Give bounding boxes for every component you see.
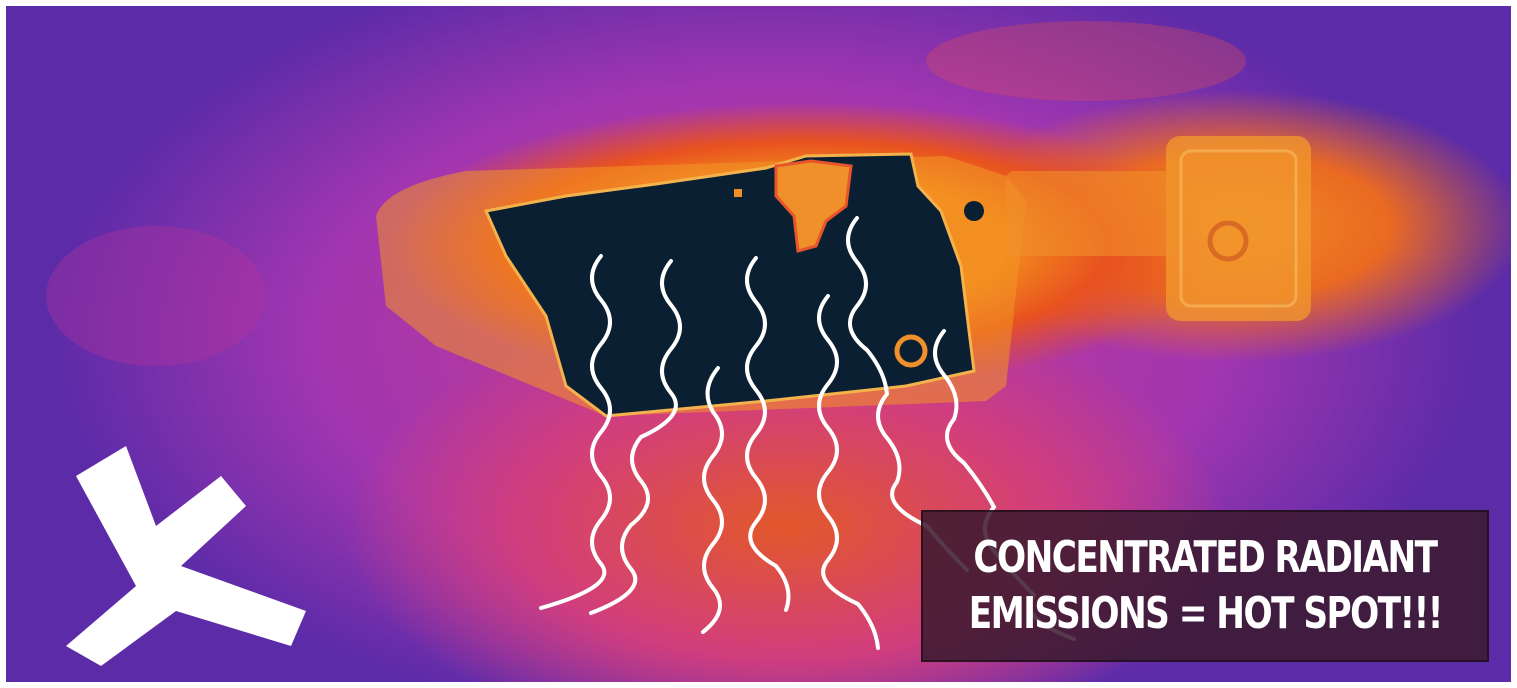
caption-box: CONCENTRATED RADIANT EMISSIONS = HOT SPO… xyxy=(921,510,1489,662)
heat-wave-lines-icon xyxy=(539,216,1076,650)
thermal-scene xyxy=(46,21,1311,666)
caption-line-2: EMISSIONS = HOT SPOT!!! xyxy=(968,588,1443,639)
x-logo-icon xyxy=(66,446,306,666)
hot-object xyxy=(376,136,1311,418)
caption-line-1: CONCENTRATED RADIANT xyxy=(973,532,1438,583)
